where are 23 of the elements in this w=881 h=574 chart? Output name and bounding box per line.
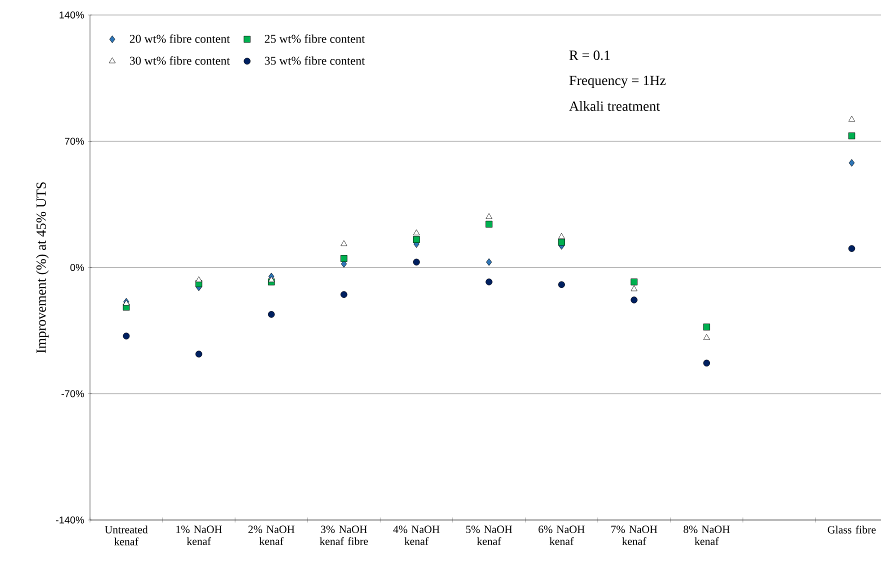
x-tick-label: 4% NaOH kenaf — [393, 526, 440, 545]
y-tick-label: 0% — [70, 264, 84, 272]
y-tick-label: -70% — [62, 390, 84, 398]
x-tick-label: Glass fibre — [828, 526, 876, 534]
annotation: Frequency = 1Hz — [569, 76, 666, 88]
x-tick-label: Untreated kenaf — [104, 526, 148, 546]
legend-label: 30 wt% fibre content — [130, 56, 230, 65]
x-tick-label: 7% NaOH kenaf — [611, 526, 658, 545]
x-tick-label: 2% NaOH kenaf — [248, 526, 294, 545]
legend-label: 35 wt% fibre content — [264, 56, 365, 65]
y-axis-title: Improvement (%) at 45% UTS — [36, 182, 49, 353]
y-tick-label: 140% — [60, 11, 84, 19]
annotation: Alkali treatment — [569, 101, 660, 111]
x-tick-label: 6% NaOH kenaf — [538, 526, 585, 545]
legend-label: 25 wt% fibre content — [264, 34, 365, 43]
y-tick-label: -140% — [56, 516, 84, 524]
x-tick-label: 8% NaOH kenaf — [684, 526, 730, 545]
x-tick-label: 3% NaOH kenaf fibre — [320, 526, 368, 545]
x-tick-label: 1% NaOH kenaf — [176, 526, 222, 545]
x-tick-label: 5% NaOH kenaf — [466, 526, 512, 545]
annotation: R = 0.1 — [569, 50, 610, 60]
y-tick-label: 70% — [64, 138, 84, 145]
legend-label: 20 wt% fibre content — [130, 34, 230, 43]
